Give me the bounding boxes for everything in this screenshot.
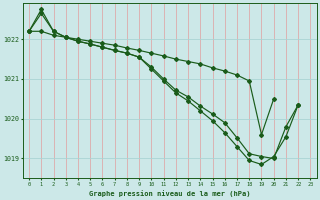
X-axis label: Graphe pression niveau de la mer (hPa): Graphe pression niveau de la mer (hPa) — [89, 190, 251, 197]
